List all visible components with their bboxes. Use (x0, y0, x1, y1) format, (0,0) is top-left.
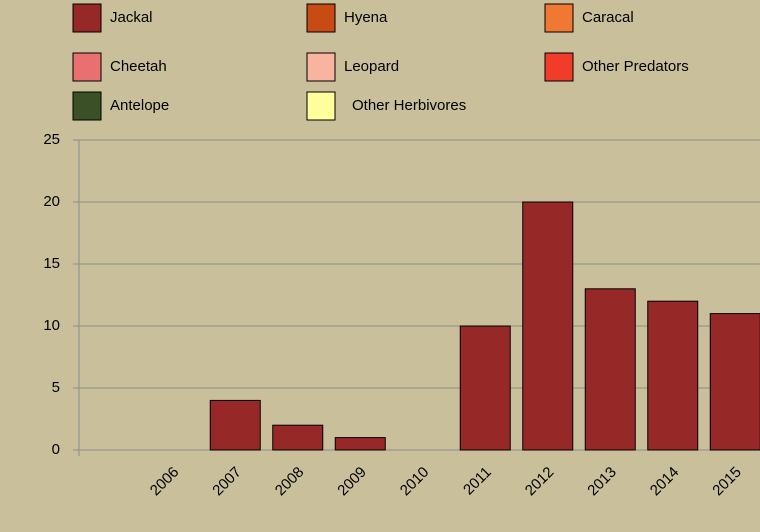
legend-label: Caracal (582, 9, 634, 26)
x-tick-label: 2011 (460, 464, 495, 499)
bar (272, 424, 324, 451)
x-tick-label: 2014 (647, 464, 683, 500)
y-tick-label: 5 (52, 379, 60, 396)
legend-swatch (72, 91, 102, 121)
legend-label: Jackal (110, 9, 153, 26)
legend-label: Antelope (110, 97, 169, 114)
bar (334, 437, 386, 451)
x-tick-label: 2007 (209, 464, 245, 500)
x-tick-label: 2008 (272, 464, 308, 500)
bar (709, 313, 760, 451)
x-tick-label: 2013 (584, 464, 620, 500)
legend-swatch (306, 52, 336, 82)
x-tick-label: 2015 (709, 464, 745, 500)
bar (209, 399, 261, 451)
y-tick-label: 20 (43, 193, 60, 210)
legend-label: Other Predators (582, 58, 689, 75)
legend-swatch (306, 3, 336, 33)
x-tick-label: 2012 (522, 464, 558, 500)
legend-label: Leopard (344, 58, 399, 75)
bar (459, 325, 511, 451)
legend-label: Other Herbivores (352, 97, 466, 114)
legend-swatch (544, 52, 574, 82)
y-tick-label: 25 (43, 131, 60, 148)
x-tick-label: 2010 (397, 464, 433, 500)
bar (647, 300, 699, 451)
y-tick-label: 15 (43, 255, 60, 272)
bar (584, 288, 636, 451)
y-tick-label: 0 (52, 441, 60, 458)
legend-swatch (72, 3, 102, 33)
bar (522, 201, 574, 451)
legend-label: Hyena (344, 9, 388, 26)
legend-swatch (72, 52, 102, 82)
x-tick-label: 2009 (334, 464, 370, 500)
legend-swatch (544, 3, 574, 33)
x-tick-label: 2006 (147, 464, 183, 500)
legend-swatch (306, 91, 336, 121)
y-tick-label: 10 (43, 317, 60, 334)
legend-label: Cheetah (110, 58, 167, 75)
